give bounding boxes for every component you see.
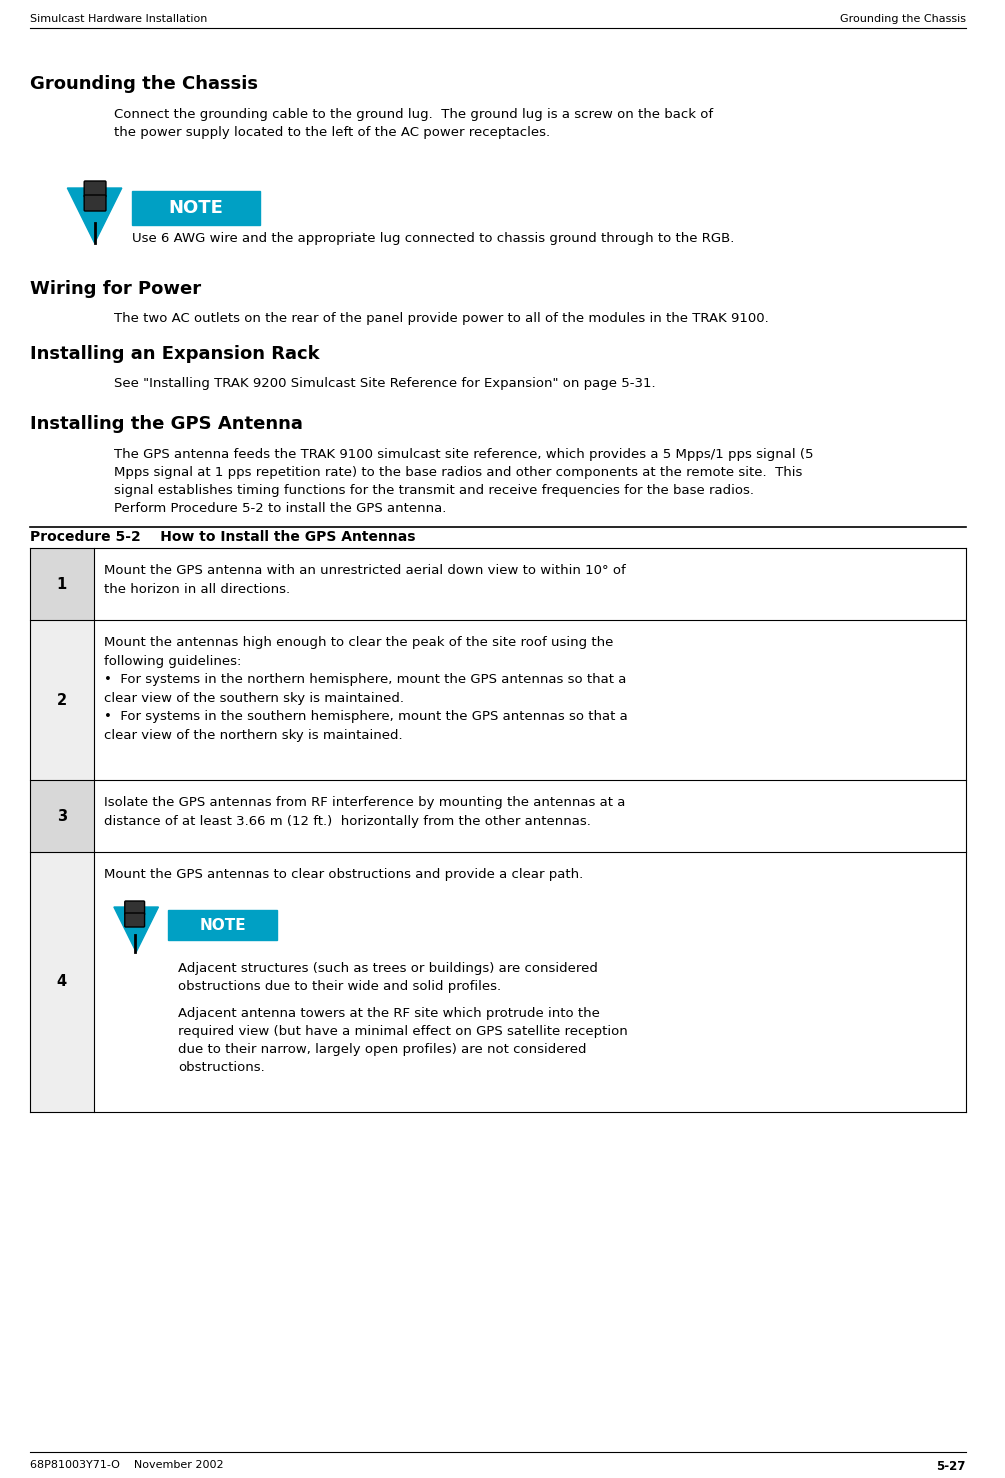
Text: Procedure 5-2    How to Install the GPS Antennas: Procedure 5-2 How to Install the GPS Ant…: [30, 531, 415, 544]
Text: The GPS antenna feeds the TRAK 9100 simulcast site reference, which provides a 5: The GPS antenna feeds the TRAK 9100 simu…: [114, 448, 813, 497]
Text: Mount the GPS antennas to clear obstructions and provide a clear path.: Mount the GPS antennas to clear obstruct…: [104, 868, 583, 881]
Bar: [94, 548, 966, 619]
Text: Mount the GPS antenna with an unrestricted aerial down view to within 10° of
the: Mount the GPS antenna with an unrestrict…: [104, 565, 626, 596]
Text: 2: 2: [57, 693, 67, 708]
Text: Adjacent antenna towers at the RF site which protrude into the
required view (bu: Adjacent antenna towers at the RF site w…: [178, 1007, 628, 1075]
Bar: [94, 619, 966, 780]
Bar: [30, 780, 94, 851]
Text: Mount the antennas high enough to clear the peak of the site roof using the
foll: Mount the antennas high enough to clear …: [104, 636, 628, 742]
FancyBboxPatch shape: [84, 195, 106, 211]
Polygon shape: [114, 907, 159, 952]
Text: 5-27: 5-27: [937, 1460, 966, 1474]
Text: Perform Procedure 5-2 to install the GPS antenna.: Perform Procedure 5-2 to install the GPS…: [114, 503, 446, 514]
Text: Use 6 AWG wire and the appropriate lug connected to chassis ground through to th: Use 6 AWG wire and the appropriate lug c…: [132, 232, 734, 245]
Bar: [30, 619, 94, 780]
Bar: [94, 780, 966, 851]
Text: Connect the grounding cable to the ground lug.  The ground lug is a screw on the: Connect the grounding cable to the groun…: [114, 108, 713, 139]
Text: Installing the GPS Antenna: Installing the GPS Antenna: [30, 415, 303, 433]
FancyBboxPatch shape: [132, 191, 260, 225]
Polygon shape: [67, 188, 122, 242]
Text: 3: 3: [57, 808, 67, 823]
Text: Installing an Expansion Rack: Installing an Expansion Rack: [30, 344, 320, 364]
FancyBboxPatch shape: [125, 913, 145, 927]
Text: Wiring for Power: Wiring for Power: [30, 279, 201, 299]
Text: Grounding the Chassis: Grounding the Chassis: [30, 75, 257, 93]
Text: Isolate the GPS antennas from RF interference by mounting the antennas at a
dist: Isolate the GPS antennas from RF interfe…: [104, 797, 625, 828]
Text: Grounding the Chassis: Grounding the Chassis: [839, 13, 966, 24]
Text: 68P81003Y71-O    November 2002: 68P81003Y71-O November 2002: [30, 1460, 223, 1471]
Bar: [94, 851, 966, 1111]
Text: NOTE: NOTE: [200, 918, 246, 933]
Text: 1: 1: [56, 576, 67, 591]
Text: See "Installing TRAK 9200 Simulcast Site Reference for Expansion" on page 5-31.: See "Installing TRAK 9200 Simulcast Site…: [114, 377, 655, 390]
Text: The two AC outlets on the rear of the panel provide power to all of the modules : The two AC outlets on the rear of the pa…: [114, 312, 769, 325]
Text: Adjacent structures (such as trees or buildings) are considered
obstructions due: Adjacent structures (such as trees or bu…: [178, 962, 598, 993]
Bar: [30, 851, 94, 1111]
FancyBboxPatch shape: [84, 180, 106, 197]
Bar: [30, 548, 94, 619]
Text: 4: 4: [57, 974, 67, 989]
FancyBboxPatch shape: [169, 910, 277, 940]
Text: NOTE: NOTE: [169, 200, 223, 217]
FancyBboxPatch shape: [125, 902, 145, 915]
Text: Simulcast Hardware Installation: Simulcast Hardware Installation: [30, 13, 207, 24]
